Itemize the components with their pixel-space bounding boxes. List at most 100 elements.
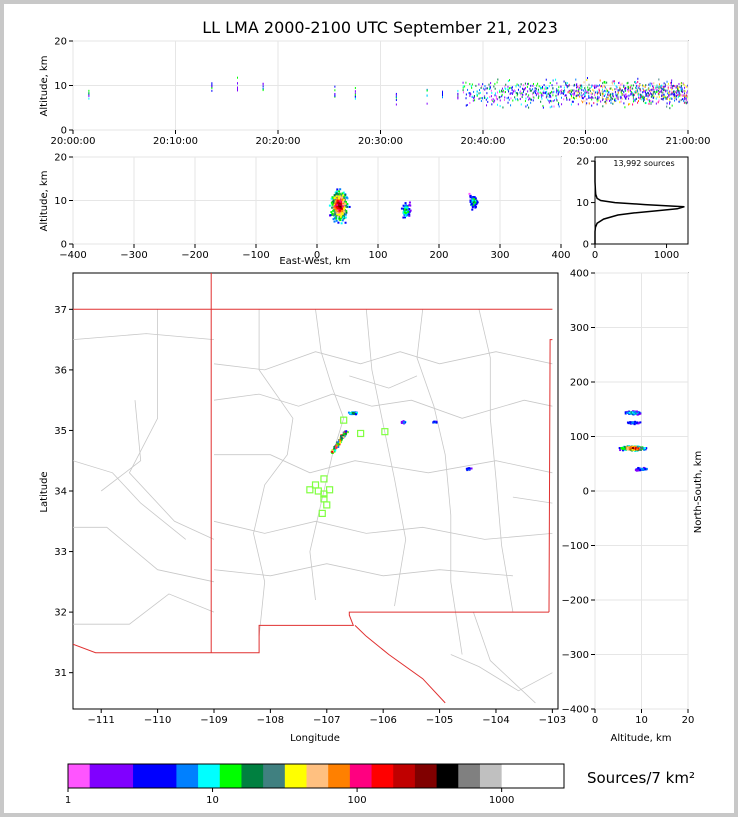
north-south-source	[624, 412, 627, 415]
time-altitude-source	[550, 96, 552, 99]
time-altitude-source	[674, 96, 676, 99]
time-altitude-source	[577, 90, 579, 93]
east-west-source	[341, 210, 344, 213]
colorbar: 1 10 100 1000	[65, 763, 565, 806]
east-west-source	[335, 213, 338, 216]
east-west-source	[336, 199, 339, 202]
time-altitude-source	[568, 89, 570, 92]
time-altitude-source	[577, 85, 579, 88]
time-altitude-source	[627, 89, 629, 92]
colorbar-bin	[328, 764, 351, 788]
time-altitude-source	[623, 102, 625, 105]
time-altitude-source	[542, 94, 544, 97]
time-altitude-source	[680, 94, 682, 97]
time-altitude-source	[690, 91, 691, 93]
time-altitude-source	[677, 89, 679, 92]
time-altitude-source	[619, 88, 621, 91]
time-altitude-source	[608, 94, 610, 97]
east-west-source	[336, 210, 339, 213]
time-altitude-source	[602, 105, 604, 108]
time-altitude-source	[669, 102, 671, 105]
histogram-total-label: 13,992 sources	[613, 159, 674, 168]
time-altitude-source	[558, 86, 560, 89]
plan-view-source	[400, 421, 403, 424]
time-altitude-source	[620, 96, 622, 99]
time-altitude-source	[501, 93, 503, 96]
north-south-source	[645, 467, 648, 470]
time-altitude-source	[650, 95, 652, 98]
plan-view-source	[342, 436, 345, 439]
time-altitude-source	[637, 93, 639, 96]
north-south-source	[626, 447, 629, 450]
time-altitude-source	[604, 86, 606, 89]
time-altitude-source	[625, 97, 627, 100]
time-altitude-source	[536, 92, 538, 95]
time-altitude-source	[563, 80, 565, 83]
colorbar-bin	[89, 764, 112, 788]
time-altitude-source	[565, 94, 567, 97]
plan-view-source	[352, 412, 355, 415]
time-altitude-source	[606, 81, 608, 84]
time-altitude-source	[683, 92, 685, 95]
time-altitude-source	[586, 98, 588, 101]
time-altitude-source	[670, 81, 672, 84]
plan-view-source	[470, 467, 473, 470]
time-altitude-source	[542, 91, 544, 94]
east-west-source	[342, 200, 345, 203]
time-altitude-source	[615, 94, 617, 97]
time-altitude-source	[611, 97, 613, 100]
time-altitude-source	[511, 86, 513, 89]
plan-view-xtick-label: −105	[426, 715, 453, 726]
time-altitude-source	[617, 91, 619, 94]
east-west-source	[332, 199, 335, 202]
time-altitude-source	[574, 83, 576, 86]
time-altitude-source	[558, 101, 560, 104]
time-altitude-source	[462, 86, 464, 89]
time-altitude-source	[655, 102, 657, 105]
time-altitude-source	[651, 82, 653, 85]
east-west-ylabel: Altitude, km	[39, 171, 50, 232]
time-altitude-source	[620, 83, 622, 86]
time-altitude-source	[624, 89, 626, 92]
plan-view-xlabel: Longitude	[290, 733, 340, 744]
north-south-source	[636, 413, 639, 416]
time-altitude-source	[629, 88, 631, 91]
time-altitude-source	[533, 96, 535, 99]
time-altitude-source	[491, 91, 493, 94]
time-altitude-source	[561, 103, 563, 106]
time-altitude-source	[634, 90, 636, 93]
plan-view-source	[337, 445, 340, 448]
time-altitude-source	[548, 101, 550, 104]
time-altitude-source	[603, 94, 605, 97]
time-altitude-source	[599, 92, 601, 95]
time-altitude-source	[680, 84, 682, 87]
east-west-source	[342, 203, 345, 206]
east-west-source	[334, 202, 337, 205]
north-south-source	[632, 446, 635, 449]
histogram-ytick-label: 10	[576, 198, 589, 209]
time-altitude-source	[597, 91, 599, 94]
time-altitude-source	[354, 97, 356, 100]
time-altitude-source	[486, 87, 488, 90]
time-altitude-source	[670, 93, 672, 96]
colorbar-bin	[284, 764, 308, 788]
time-altitude-source	[499, 96, 501, 99]
time-altitude-source	[591, 95, 593, 98]
east-west-source	[402, 204, 405, 207]
east-west-source	[339, 202, 342, 205]
time-altitude-source	[599, 79, 601, 82]
time-altitude-source	[652, 94, 654, 97]
time-altitude-source	[675, 98, 677, 101]
east-west-source	[338, 209, 341, 212]
east-west-source	[343, 213, 346, 216]
time-altitude-source	[587, 89, 589, 92]
time-altitude-source	[559, 89, 561, 92]
time-altitude-source	[652, 100, 654, 103]
east-west-source	[339, 200, 342, 203]
time-altitude-source	[603, 85, 605, 88]
east-west-xtick-label: −200	[181, 250, 208, 261]
time-altitude-source	[661, 98, 663, 101]
time-altitude-source	[623, 84, 625, 87]
time-altitude-source	[535, 89, 537, 92]
time-altitude-source	[652, 88, 654, 91]
